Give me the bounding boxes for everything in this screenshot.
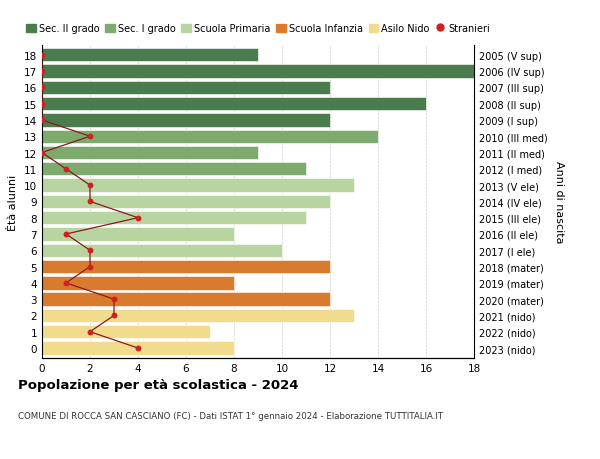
Bar — [42, 179, 354, 192]
Point — [85, 182, 95, 190]
Bar — [42, 49, 258, 62]
Legend: Sec. II grado, Sec. I grado, Scuola Primaria, Scuola Infanzia, Asilo Nido, Stran: Sec. II grado, Sec. I grado, Scuola Prim… — [22, 20, 494, 38]
Bar — [42, 212, 306, 225]
Bar — [42, 146, 258, 160]
Text: Popolazione per età scolastica - 2024: Popolazione per età scolastica - 2024 — [18, 379, 299, 392]
Point — [109, 312, 119, 319]
Y-axis label: Ètà alunni: Ètà alunni — [8, 174, 19, 230]
Point — [133, 345, 143, 352]
Point — [133, 214, 143, 222]
Bar — [42, 130, 378, 144]
Bar — [42, 82, 330, 95]
Y-axis label: Anni di nascita: Anni di nascita — [554, 161, 564, 243]
Point — [37, 150, 47, 157]
Bar — [42, 114, 330, 127]
Bar — [42, 341, 234, 355]
Point — [61, 280, 71, 287]
Bar — [42, 260, 330, 274]
Point — [37, 68, 47, 76]
Bar — [42, 277, 234, 290]
Point — [37, 117, 47, 124]
Point — [37, 101, 47, 108]
Bar — [42, 195, 330, 209]
Bar — [42, 163, 306, 176]
Point — [85, 198, 95, 206]
Point — [61, 166, 71, 173]
Point — [61, 231, 71, 238]
Bar — [42, 228, 234, 241]
Text: COMUNE DI ROCCA SAN CASCIANO (FC) - Dati ISTAT 1° gennaio 2024 - Elaborazione TU: COMUNE DI ROCCA SAN CASCIANO (FC) - Dati… — [18, 411, 443, 420]
Point — [37, 84, 47, 92]
Bar — [42, 293, 330, 306]
Point — [109, 296, 119, 303]
Bar — [42, 98, 426, 111]
Point — [85, 133, 95, 140]
Bar — [42, 309, 354, 322]
Point — [85, 263, 95, 271]
Point — [85, 247, 95, 254]
Bar — [42, 244, 282, 257]
Bar — [42, 325, 210, 339]
Point — [37, 52, 47, 59]
Bar — [42, 65, 474, 78]
Point — [85, 328, 95, 336]
